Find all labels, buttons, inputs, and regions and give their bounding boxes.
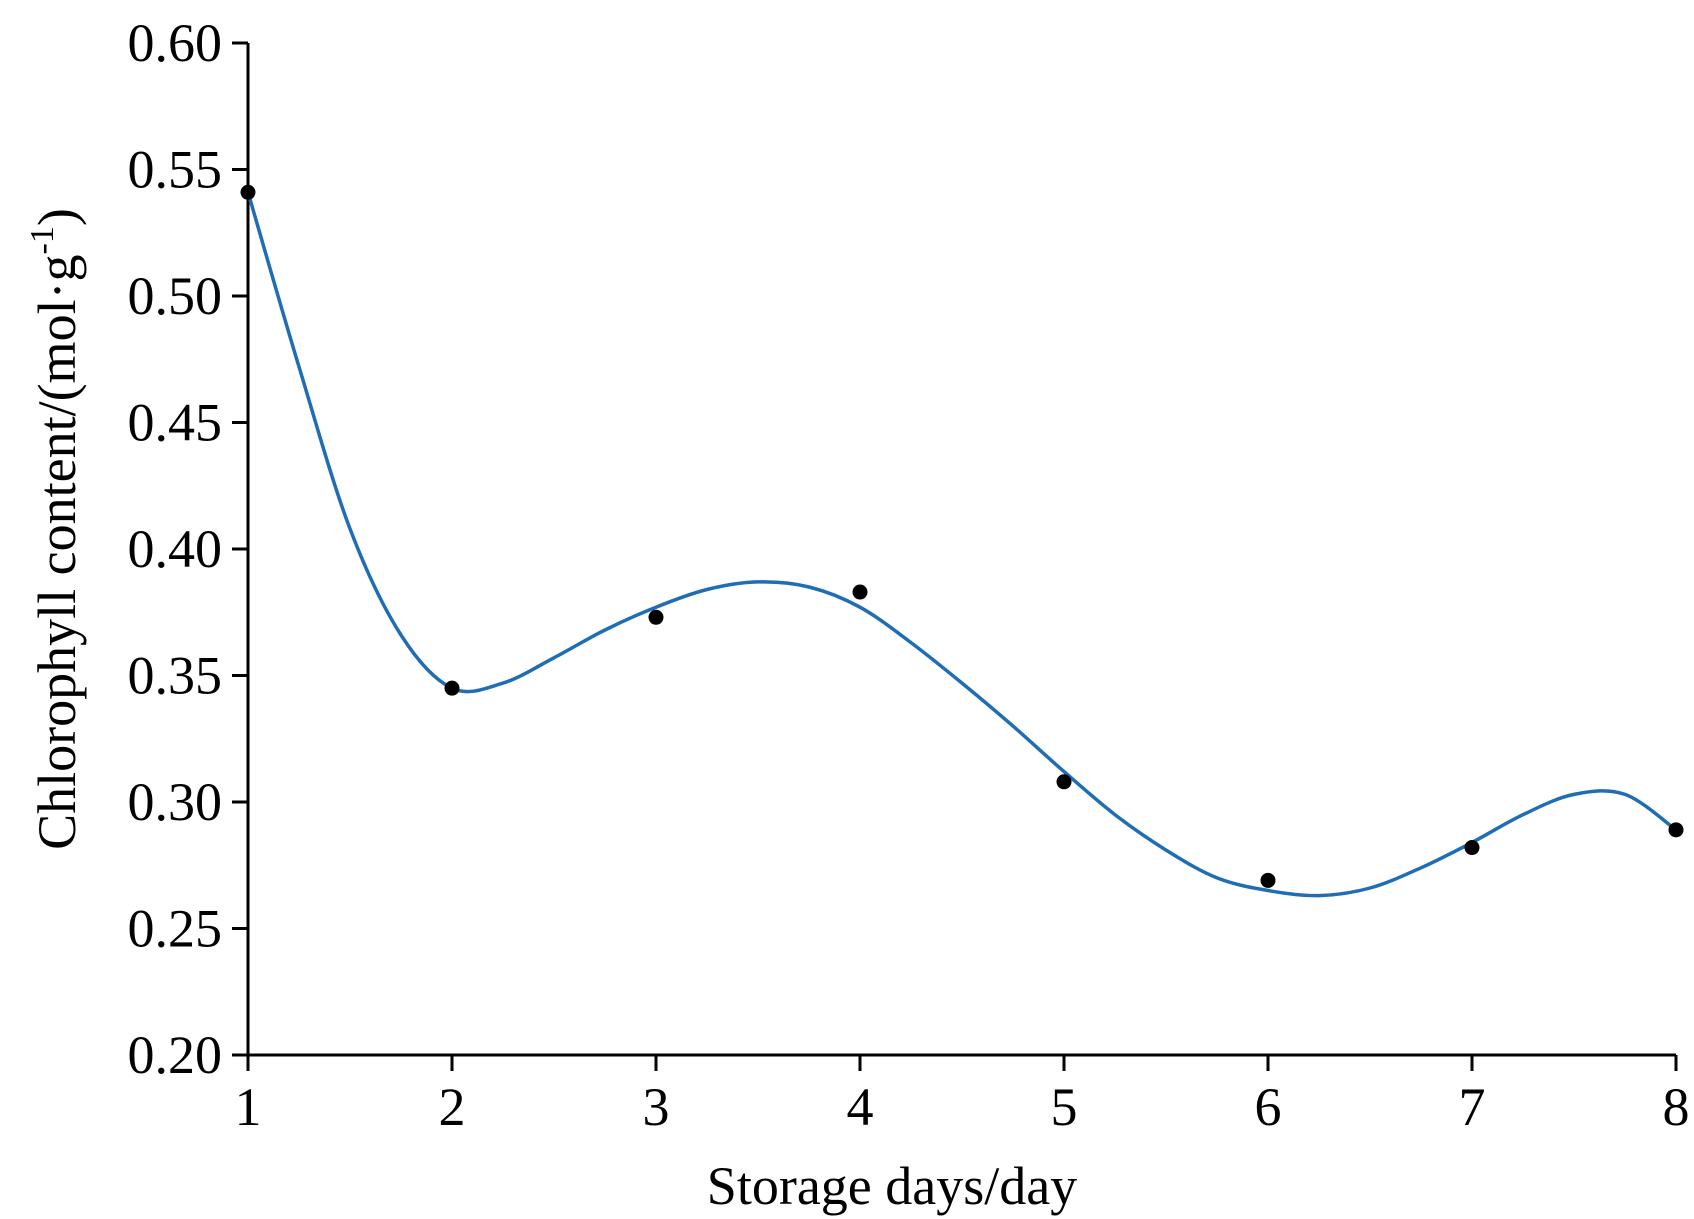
data-point [444, 680, 460, 696]
x-tick-label: 4 [847, 1077, 874, 1137]
fit-curve [246, 191, 1678, 898]
x-tick-label: 6 [1255, 1077, 1282, 1137]
data-point [648, 609, 664, 625]
data-point [1464, 840, 1480, 856]
x-tick-label: 3 [643, 1077, 670, 1137]
y-axis-title: Chlorophyll content/(mol·g-1) [24, 208, 87, 850]
y-tick-label: 0.25 [128, 899, 223, 959]
axes [246, 43, 1676, 1057]
y-axis-title-close: ) [27, 208, 87, 226]
data-point [1668, 822, 1684, 838]
data-points [240, 184, 1684, 888]
x-axis-title: Storage days/day [707, 1156, 1077, 1216]
y-axis-title-main: Chlorophyll content/(mol·g [27, 254, 87, 849]
y-tick-label: 0.35 [128, 646, 223, 706]
data-point [852, 584, 868, 600]
y-tick-label: 0.60 [128, 13, 223, 73]
y-tick-label: 0.45 [128, 393, 223, 453]
data-point [1056, 774, 1072, 790]
y-tick-label: 0.30 [128, 772, 223, 832]
data-point [240, 184, 256, 200]
x-tick-label: 5 [1051, 1077, 1078, 1137]
x-tick-label: 7 [1459, 1077, 1486, 1137]
y-tick-label: 0.50 [128, 266, 223, 326]
x-tick-label: 2 [439, 1077, 466, 1137]
x-tick-label: 8 [1663, 1077, 1690, 1137]
y-tick-label: 0.40 [128, 519, 223, 579]
x-tick-label: 1 [235, 1077, 262, 1137]
y-tick-label: 0.55 [128, 140, 223, 200]
y-tick-label: 0.20 [128, 1025, 223, 1085]
x-ticks: 1 2 3 4 5 6 7 8 [235, 1055, 1690, 1137]
y-axis-title-superscript: -1 [24, 226, 61, 254]
data-point [1260, 872, 1276, 888]
y-ticks: 0.20 0.25 0.30 0.35 0.40 0.45 0.50 0.55 0.60 [128, 13, 248, 1085]
